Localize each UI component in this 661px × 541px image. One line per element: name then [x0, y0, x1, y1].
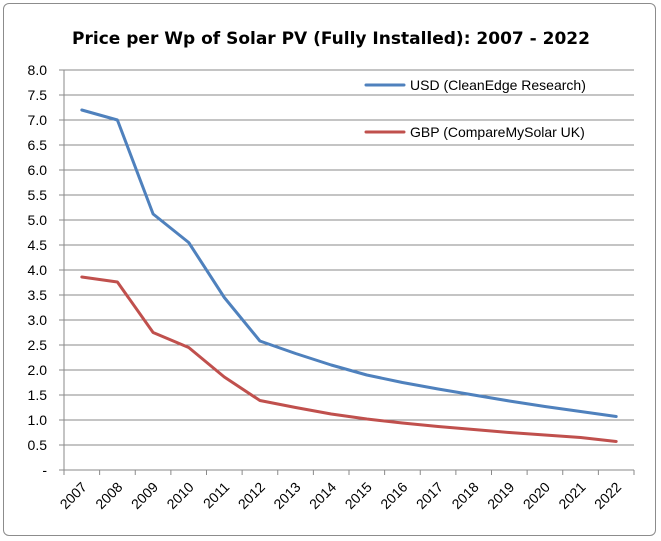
x-tick-label: 2010: [163, 479, 196, 512]
x-tick-label: 2011: [200, 479, 233, 512]
series-line-gbp: [80, 275, 618, 443]
y-tick-label: 8.0: [28, 62, 48, 78]
y-tick-label: 1.0: [28, 412, 48, 428]
x-tick-label: 2020: [520, 479, 553, 512]
x-tick-label: 2008: [92, 479, 125, 512]
x-tick-label: 2013: [270, 479, 303, 512]
y-tick-label: 7.0: [28, 112, 48, 128]
y-tick-label: 5.5: [28, 187, 48, 203]
x-tick-label: 2015: [342, 479, 375, 512]
y-tick-label: 3.0: [28, 312, 48, 328]
x-tick-label: 2009: [128, 479, 161, 512]
x-tick-label: 2017: [413, 479, 446, 512]
x-tick-label: 2022: [591, 479, 624, 512]
y-axis-tick-labels: - 0.5 1.0 1.5 2.0 2.5 3.0 3.5 4.0 4.5 5.0 5.5 6.0 6.5…: [28, 62, 48, 478]
y-tick-label: 5.0: [28, 212, 48, 228]
y-tick-label: 3.5: [28, 287, 48, 303]
series-lines: [80, 108, 618, 443]
chart-title: Price per Wp of Solar PV (Fully Installe…: [72, 29, 590, 49]
y-tick-label: 1.5: [28, 387, 48, 403]
legend-label: GBP (CompareMySolar UK): [410, 124, 585, 140]
x-tick-label: 2012: [235, 479, 268, 512]
y-tick-label: 0.5: [28, 437, 48, 453]
x-tick-label: 2016: [377, 479, 410, 512]
x-axis-tick-labels: 2007 2008 2009 2010 2011 2012 2013 2014 2015 2016…: [57, 479, 625, 512]
y-tick-label: 2.0: [28, 362, 48, 378]
legend: USD (CleanEdge Research) GBP (CompareMySo…: [364, 77, 586, 140]
x-tick-label: 2007: [57, 479, 90, 512]
x-tick-label: 2018: [448, 479, 481, 512]
x-tick-label: 2019: [484, 479, 517, 512]
series-line-usd: [80, 108, 618, 418]
legend-label: USD (CleanEdge Research): [410, 77, 586, 93]
y-tick-label: 6.5: [28, 137, 48, 153]
x-tick-label: 2014: [306, 479, 339, 512]
y-tick-label: 7.5: [28, 87, 48, 103]
axes: [59, 69, 635, 475]
y-tick-label: 6.0: [28, 162, 48, 178]
y-tick-label: 4.5: [28, 237, 48, 253]
y-tick-label: 4.0: [28, 262, 48, 278]
y-tick-label: -: [42, 462, 47, 478]
x-tick-label: 2021: [555, 479, 588, 512]
y-tick-label: 2.5: [28, 337, 48, 353]
